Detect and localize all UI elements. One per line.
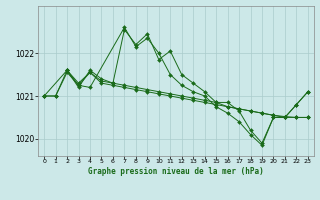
X-axis label: Graphe pression niveau de la mer (hPa): Graphe pression niveau de la mer (hPa) [88, 167, 264, 176]
